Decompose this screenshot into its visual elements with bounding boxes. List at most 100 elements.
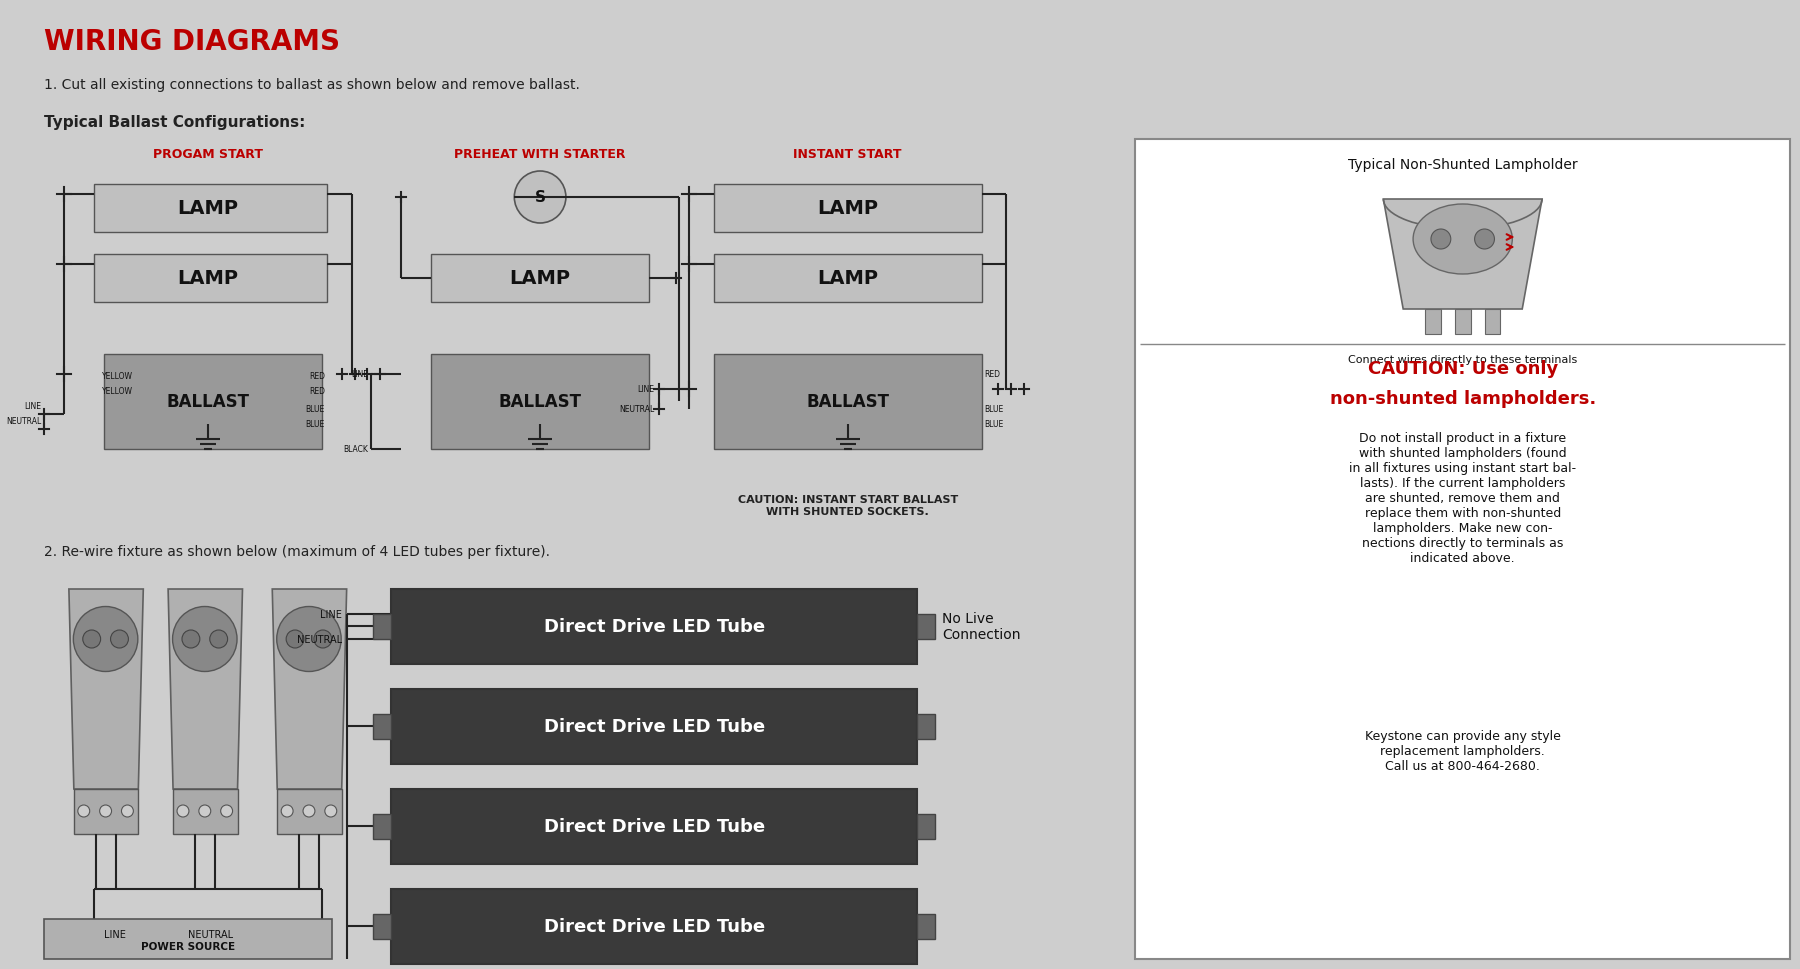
Text: Direct Drive LED Tube: Direct Drive LED Tube: [544, 917, 765, 935]
Bar: [94, 255, 328, 302]
Text: 2. Re-wire fixture as shown below (maximum of 4 LED tubes per fixture).: 2. Re-wire fixture as shown below (maxim…: [43, 545, 551, 558]
Circle shape: [121, 805, 133, 817]
Text: YELLOW: YELLOW: [101, 372, 133, 381]
Text: LINE: LINE: [23, 402, 41, 411]
Bar: [916, 914, 934, 939]
Text: BLUE: BLUE: [306, 405, 324, 414]
Bar: [715, 255, 981, 302]
Text: NEUTRAL: NEUTRAL: [619, 405, 653, 414]
Text: LINE: LINE: [320, 610, 342, 619]
Circle shape: [281, 805, 293, 817]
Ellipse shape: [173, 607, 238, 672]
Bar: [173, 789, 238, 834]
Text: LINE: LINE: [637, 385, 653, 394]
Bar: [104, 355, 322, 450]
Bar: [430, 355, 650, 450]
Text: BALLAST: BALLAST: [166, 392, 248, 411]
Bar: [715, 185, 981, 233]
Text: NEUTRAL: NEUTRAL: [297, 635, 342, 644]
Bar: [74, 789, 139, 834]
Text: LAMP: LAMP: [817, 269, 878, 288]
Text: WIRING DIAGRAMS: WIRING DIAGRAMS: [43, 28, 340, 56]
Text: Do not install product in a fixture
with shunted lampholders (found
in all fixtu: Do not install product in a fixture with…: [1350, 431, 1577, 564]
Bar: [430, 255, 650, 302]
Bar: [391, 789, 916, 864]
Circle shape: [83, 631, 101, 648]
Text: RED: RED: [310, 387, 324, 396]
Text: Keystone can provide any style
replacement lampholders.
Call us at 800-464-2680.: Keystone can provide any style replaceme…: [1364, 730, 1561, 772]
Text: NEUTRAL: NEUTRAL: [5, 417, 41, 426]
Bar: [43, 919, 331, 959]
Text: BALLAST: BALLAST: [499, 392, 581, 411]
Circle shape: [324, 805, 337, 817]
Bar: [94, 185, 328, 233]
Text: Typical Ballast Configurations:: Typical Ballast Configurations:: [43, 115, 306, 130]
Bar: [391, 589, 916, 665]
Text: NEUTRAL: NEUTRAL: [187, 929, 232, 939]
Circle shape: [99, 805, 112, 817]
Text: Typical Non-Shunted Lampholder: Typical Non-Shunted Lampholder: [1348, 158, 1577, 172]
Bar: [1426, 310, 1440, 334]
Text: non-shunted lampholders.: non-shunted lampholders.: [1330, 390, 1597, 408]
Circle shape: [198, 805, 211, 817]
Polygon shape: [272, 589, 347, 789]
Polygon shape: [167, 589, 243, 789]
Text: Direct Drive LED Tube: Direct Drive LED Tube: [544, 817, 765, 835]
Text: CAUTION: Use only: CAUTION: Use only: [1368, 359, 1557, 378]
Text: BLUE: BLUE: [985, 421, 1004, 429]
Text: LAMP: LAMP: [817, 200, 878, 218]
Circle shape: [182, 631, 200, 648]
Text: INSTANT START: INSTANT START: [794, 148, 902, 161]
Bar: [916, 714, 934, 739]
Bar: [373, 814, 391, 839]
Text: 1. Cut all existing connections to ballast as shown below and remove ballast.: 1. Cut all existing connections to balla…: [43, 78, 580, 92]
Circle shape: [1474, 230, 1494, 250]
Text: PREHEAT WITH STARTER: PREHEAT WITH STARTER: [454, 148, 626, 161]
Text: PROGAM START: PROGAM START: [153, 148, 263, 161]
Text: LINE: LINE: [351, 370, 369, 379]
Text: YELLOW: YELLOW: [101, 387, 133, 396]
Polygon shape: [68, 589, 144, 789]
Text: POWER SOURCE: POWER SOURCE: [140, 941, 236, 951]
Circle shape: [313, 631, 331, 648]
Circle shape: [286, 631, 304, 648]
Circle shape: [176, 805, 189, 817]
Circle shape: [302, 805, 315, 817]
Circle shape: [110, 631, 128, 648]
Text: No Live
Connection: No Live Connection: [941, 611, 1021, 641]
Bar: [916, 814, 934, 839]
Text: LAMP: LAMP: [509, 269, 571, 288]
Text: LINE: LINE: [104, 929, 126, 939]
Text: LAMP: LAMP: [176, 269, 238, 288]
Text: BLUE: BLUE: [985, 405, 1004, 414]
Circle shape: [77, 805, 90, 817]
Bar: [391, 890, 916, 964]
Bar: [1485, 310, 1501, 334]
Circle shape: [1431, 230, 1451, 250]
Bar: [277, 789, 342, 834]
Ellipse shape: [74, 607, 139, 672]
Text: Direct Drive LED Tube: Direct Drive LED Tube: [544, 617, 765, 636]
Ellipse shape: [277, 607, 342, 672]
Text: BLUE: BLUE: [306, 421, 324, 429]
Bar: [715, 355, 981, 450]
Text: CAUTION: INSTANT START BALLAST
WITH SHUNTED SOCKETS.: CAUTION: INSTANT START BALLAST WITH SHUN…: [738, 494, 958, 516]
Text: BLACK: BLACK: [344, 445, 369, 454]
Polygon shape: [1384, 200, 1543, 310]
Bar: [373, 914, 391, 939]
Text: LAMP: LAMP: [176, 200, 238, 218]
Circle shape: [515, 172, 565, 224]
Bar: [373, 614, 391, 640]
Bar: [1454, 310, 1471, 334]
Text: BALLAST: BALLAST: [806, 392, 889, 411]
Bar: [373, 714, 391, 739]
Text: RED: RED: [310, 372, 324, 381]
Bar: [916, 614, 934, 640]
Text: Direct Drive LED Tube: Direct Drive LED Tube: [544, 717, 765, 735]
Circle shape: [211, 631, 227, 648]
Text: Connect wires directly to these terminals: Connect wires directly to these terminal…: [1348, 355, 1577, 364]
Bar: [391, 689, 916, 765]
Circle shape: [221, 805, 232, 817]
Ellipse shape: [1413, 204, 1512, 275]
Text: RED: RED: [985, 370, 1001, 379]
